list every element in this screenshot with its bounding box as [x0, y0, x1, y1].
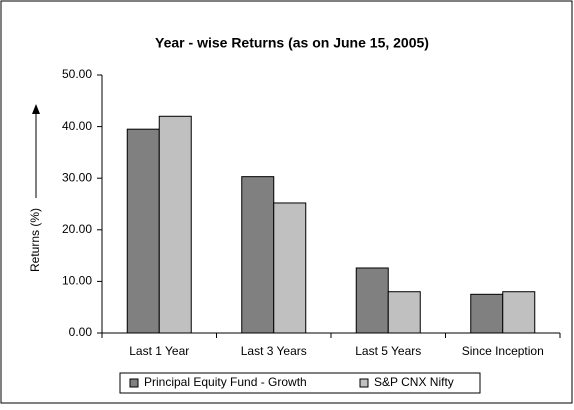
y-tick-label: 20.00	[62, 222, 92, 236]
legend-swatch	[359, 378, 369, 388]
y-axis-arrowhead	[32, 104, 40, 114]
y-tick-label: 50.00	[62, 67, 92, 81]
bar	[470, 293, 504, 334]
bar	[241, 176, 275, 334]
chart-title: Year - wise Returns (as on June 15, 2005…	[155, 35, 429, 51]
bar	[126, 128, 160, 334]
x-tick-label: Last 5 Years	[355, 344, 421, 358]
bar	[355, 267, 389, 334]
bar	[158, 115, 192, 334]
legend-swatch	[129, 378, 139, 388]
x-tick-label: Last 3 Years	[241, 344, 307, 358]
bar	[273, 202, 307, 334]
legend-label: S&P CNX Nifty	[374, 375, 454, 389]
y-tick-label: 30.00	[62, 170, 92, 184]
bar	[387, 291, 421, 334]
x-tick-label: Since Inception	[462, 344, 544, 358]
legend-box	[119, 372, 481, 394]
legend-label: Principal Equity Fund - Growth	[144, 375, 307, 389]
y-axis-label: Returns (%)	[28, 208, 42, 272]
y-tick-label: 40.00	[62, 119, 92, 133]
y-tick-label: 10.00	[62, 274, 92, 288]
x-tick-label: Last 1 Year	[129, 344, 189, 358]
bar	[502, 291, 536, 334]
y-tick-label: 0.00	[69, 325, 93, 339]
